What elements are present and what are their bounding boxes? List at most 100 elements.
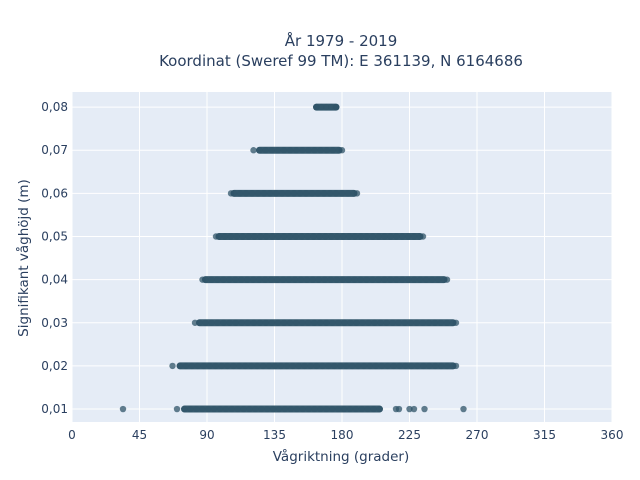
data-point — [187, 405, 194, 413]
data-point — [327, 103, 335, 111]
data-point — [191, 319, 199, 326]
data-point — [345, 233, 353, 240]
data-point — [443, 362, 451, 370]
data-point — [360, 362, 368, 370]
data-point — [296, 190, 304, 197]
data-point — [325, 362, 332, 370]
chart-title-line2: Koordinat (Sweref 99 TM): E 361139, N 61… — [159, 52, 523, 70]
data-point — [289, 362, 296, 370]
data-point — [226, 319, 233, 326]
data-point — [238, 276, 245, 283]
data-point — [199, 405, 206, 413]
data-point — [431, 319, 439, 326]
data-point — [364, 405, 371, 413]
data-point — [169, 362, 176, 370]
data-point — [384, 362, 391, 370]
data-point — [222, 405, 230, 413]
data-point — [251, 233, 258, 240]
data-point — [224, 362, 231, 370]
data-point — [335, 319, 342, 326]
data-point — [268, 319, 276, 326]
data-point — [200, 362, 207, 370]
data-point — [352, 405, 360, 413]
data-point — [265, 362, 273, 370]
data-point — [311, 405, 318, 413]
data-point — [208, 276, 215, 283]
data-point — [449, 362, 457, 370]
data-point — [221, 233, 229, 240]
data-point — [272, 190, 280, 197]
x-tick-label: 360 — [601, 428, 624, 442]
data-point — [416, 276, 424, 283]
data-point — [248, 362, 255, 370]
data-point — [395, 319, 402, 326]
data-point — [389, 319, 396, 326]
data-point — [437, 319, 445, 326]
data-point — [226, 276, 233, 283]
data-point — [220, 276, 227, 283]
data-point — [299, 405, 306, 413]
data-point — [437, 362, 445, 370]
data-point — [396, 362, 403, 370]
data-point — [407, 319, 414, 326]
data-point — [254, 190, 262, 197]
x-tick-label: 90 — [199, 428, 214, 442]
data-point — [264, 405, 271, 413]
data-point — [353, 319, 360, 326]
data-point — [320, 190, 328, 197]
data-point — [340, 405, 348, 413]
data-point — [375, 233, 382, 240]
data-point — [267, 276, 275, 283]
x-tick-label: 225 — [398, 428, 421, 442]
data-point — [339, 233, 347, 240]
data-point — [299, 147, 306, 154]
data-point — [329, 147, 337, 154]
data-point — [242, 362, 249, 370]
data-point — [399, 233, 406, 240]
data-point — [372, 362, 380, 370]
data-point — [274, 319, 282, 326]
data-point — [239, 233, 246, 240]
data-point — [215, 233, 223, 240]
x-axis-label: Vågriktning (grader) — [273, 448, 410, 465]
data-point — [408, 362, 415, 370]
data-point — [292, 147, 300, 154]
data-point — [357, 276, 364, 283]
data-point — [387, 276, 394, 283]
data-point — [283, 362, 291, 370]
data-point — [227, 233, 235, 240]
data-point — [434, 276, 442, 283]
data-point — [242, 190, 250, 197]
data-points — [119, 103, 467, 413]
data-point — [250, 319, 258, 326]
data-point — [318, 103, 325, 111]
data-point — [383, 319, 390, 326]
data-point — [304, 233, 311, 240]
data-point — [176, 362, 184, 370]
y-tick-label: 0,03 — [41, 316, 68, 330]
data-point — [286, 319, 294, 326]
data-point — [440, 276, 448, 283]
data-point — [371, 319, 378, 326]
data-point — [256, 319, 264, 326]
data-point — [370, 405, 377, 413]
data-point — [401, 319, 408, 326]
data-point — [258, 405, 265, 413]
y-tick-label: 0,01 — [41, 402, 68, 416]
data-point — [305, 405, 312, 413]
data-point — [313, 362, 320, 370]
x-axis-ticks: 0 45 90 135 180 225 270 315 360 — [68, 428, 623, 442]
data-point — [399, 276, 406, 283]
data-point — [378, 362, 385, 370]
data-point — [359, 319, 366, 326]
data-point — [338, 190, 346, 197]
data-point — [308, 190, 316, 197]
data-point — [208, 319, 215, 326]
data-point — [287, 405, 295, 413]
y-tick-label: 0,08 — [41, 100, 68, 114]
data-point — [214, 276, 221, 283]
x-tick-label: 0 — [68, 428, 76, 442]
data-point — [307, 362, 314, 370]
data-point — [405, 276, 412, 283]
data-point — [274, 147, 282, 154]
